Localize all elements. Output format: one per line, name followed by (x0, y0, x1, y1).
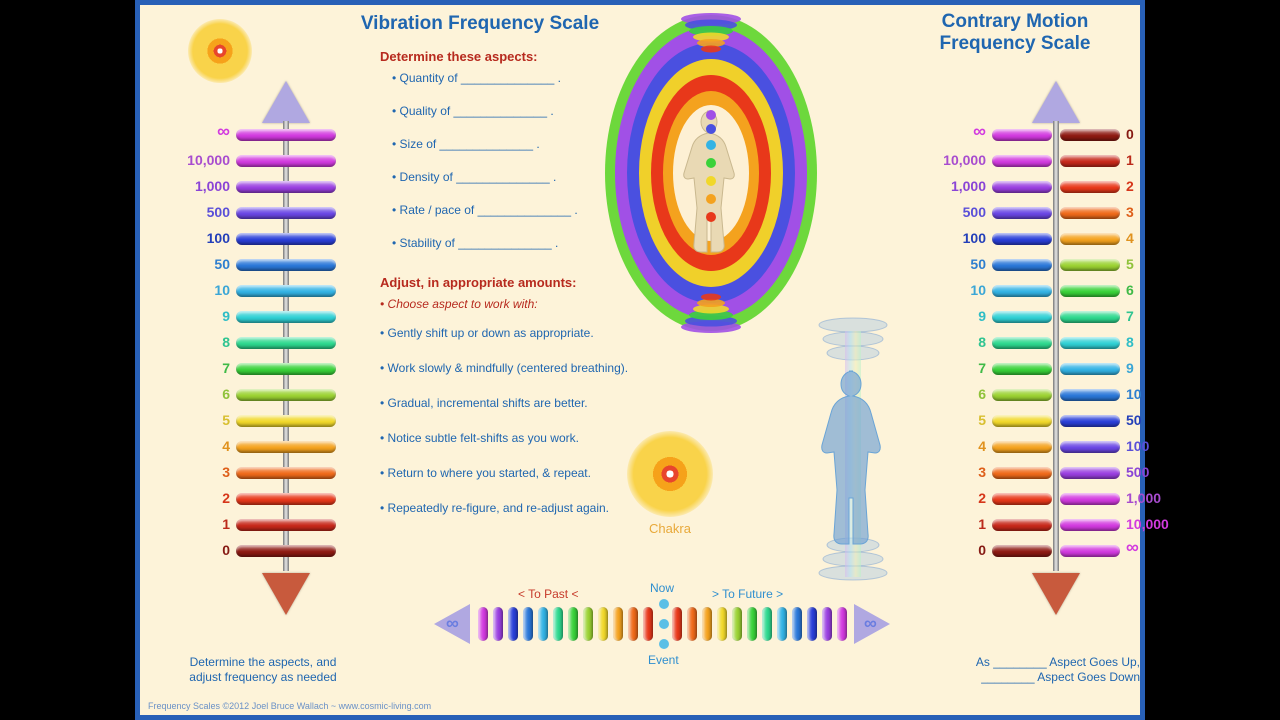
timeline-bar (508, 607, 518, 641)
aura-halo (701, 294, 721, 301)
footer-right-l2: ________ Aspect Goes Down (981, 670, 1140, 684)
timeline-bar (598, 607, 608, 641)
timeline-infinity-right: ∞ (864, 613, 877, 634)
timeline-bar (732, 607, 742, 641)
timeline-bar (837, 607, 847, 641)
timeline-bar (583, 607, 593, 641)
timeline-now-label: Now (650, 581, 674, 595)
chakra-dot (706, 158, 716, 168)
timeline-future-label: > To Future > (712, 587, 783, 601)
timeline-bar (702, 607, 712, 641)
timeline-infinity-left: ∞ (446, 613, 459, 634)
timeline-bar (493, 607, 503, 641)
credits: Frequency Scales ©2012 Joel Bruce Wallac… (148, 701, 431, 711)
footer-right: As ________ Aspect Goes Up, ________ Asp… (930, 655, 1140, 685)
timeline-dot-now (659, 599, 669, 609)
timeline-bar (777, 607, 787, 641)
timeline-past-label: < To Past < (518, 587, 579, 601)
footer-left: Determine the aspects, and adjust freque… (158, 655, 368, 685)
timeline-event-label: Event (648, 653, 679, 667)
timeline-bar (717, 607, 727, 641)
timeline-bar (538, 607, 548, 641)
footer-left-l1: Determine the aspects, and (190, 655, 337, 669)
infographic-card: Vibration Frequency Scale Contrary Motio… (135, 0, 1145, 720)
timeline-bar (792, 607, 802, 641)
timeline-bar (613, 607, 623, 641)
aura-halo (701, 46, 721, 53)
timeline-bar (822, 607, 832, 641)
timeline-bar (747, 607, 757, 641)
energy-disc (819, 318, 887, 332)
timeline-bar (568, 607, 578, 641)
blue-figure (788, 305, 918, 605)
timeline-bar (523, 607, 533, 641)
chakra-dot (706, 194, 716, 204)
timeline-dot-event (659, 639, 669, 649)
chakra-dot (706, 212, 716, 222)
timeline-bar (687, 607, 697, 641)
timeline-bar (553, 607, 563, 641)
timeline-bar (672, 607, 682, 641)
chakra-dot (706, 124, 716, 134)
timeline-bar (628, 607, 638, 641)
footer-right-l1: As ________ Aspect Goes Up, (976, 655, 1140, 669)
aura-figure (595, 7, 827, 339)
chakra-dot (706, 110, 716, 120)
timeline-bar (643, 607, 653, 641)
timeline-dot-mid (659, 619, 669, 629)
chakra-dot (706, 176, 716, 186)
timeline-bar (807, 607, 817, 641)
chakra-dot (706, 140, 716, 150)
footer-left-l2: adjust frequency as needed (189, 670, 336, 684)
timeline-bar (478, 607, 488, 641)
timeline-bar (762, 607, 772, 641)
